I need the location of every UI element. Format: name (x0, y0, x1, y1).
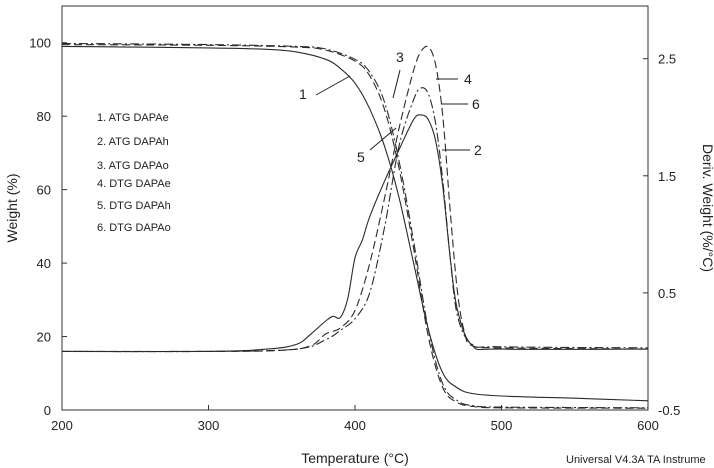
y-tick-label: 80 (37, 109, 51, 124)
y2-tick-label: 1.5 (658, 169, 676, 184)
callout-label-5: 5 (357, 149, 365, 165)
legend-item: 3. ATG DAPAo (97, 160, 169, 172)
tick-labels: 200 300 400 500 600 0 20 40 60 80 100 -0.5 0.5 1.5 2.5 (29, 36, 680, 433)
legend-item: 6. DTG DAPAo (97, 222, 171, 234)
callout-leader-5 (369, 127, 397, 151)
legend-item: 4. DTG DAPAe (97, 178, 171, 190)
x-tick-label: 400 (344, 418, 366, 433)
y-tick-label: 100 (29, 36, 51, 51)
legend-item: 5. DTG DAPAh (97, 200, 171, 212)
series-line-2 (61, 44, 649, 409)
callout-leader-3 (392, 69, 401, 99)
x-tick-label: 300 (198, 418, 220, 433)
plot-area (61, 5, 649, 411)
legend: 1. ATG DAPAe 2. ATG DAPAh 3. ATG DAPAo 4… (97, 112, 171, 234)
y-tick-label: 20 (37, 330, 51, 345)
callout-label-3: 3 (396, 49, 404, 65)
callout-label-6: 6 (472, 96, 480, 112)
x-tick-label: 600 (637, 418, 659, 433)
y2-tick-label: 0.5 (658, 286, 676, 301)
series-line-3 (61, 42, 649, 409)
legend-item: 1. ATG DAPAe (97, 112, 169, 124)
y-axis-title: Weight (%) (4, 174, 20, 243)
tick-marks (61, 42, 649, 411)
series-lines (61, 42, 649, 409)
y2-tick-label: -0.5 (658, 403, 680, 418)
x-tick-label: 500 (491, 418, 513, 433)
y-tick-label: 40 (37, 256, 51, 271)
callout-label-4: 4 (464, 71, 472, 87)
x-tick-label: 200 (51, 418, 73, 433)
y2-tick-label: 2.5 (658, 52, 676, 67)
series-line-1 (61, 45, 649, 402)
x-axis-title: Temperature (°C) (301, 450, 409, 466)
y-tick-label: 60 (37, 183, 51, 198)
series-line-4 (61, 45, 649, 353)
series-line-6 (61, 87, 649, 353)
y2-axis-title: Deriv. Weight (%/°C) (700, 144, 714, 272)
legend-item: 2. ATG DAPAh (97, 136, 169, 148)
y-tick-label: 0 (44, 403, 51, 418)
callout-label-2: 2 (474, 142, 482, 158)
callout-label-1: 1 (299, 86, 307, 102)
callouts: 1 2 3 4 5 6 (299, 49, 482, 165)
callout-leader-1 (315, 75, 351, 96)
footer-instrument-text: Universal V4.3A TA Instrume (566, 454, 706, 466)
